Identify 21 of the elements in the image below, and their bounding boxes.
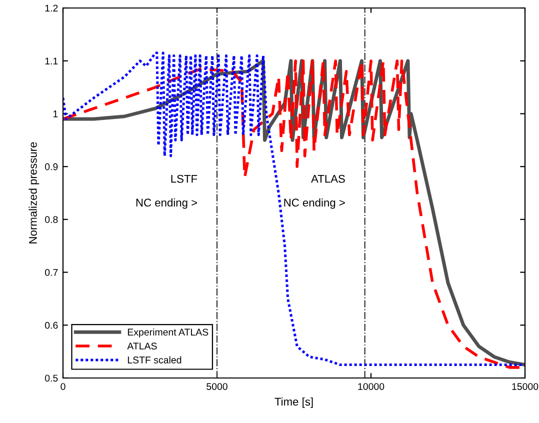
y-tick-label: 1.1 (45, 58, 58, 64)
y-axis-title: Normalized pressure (28, 142, 40, 244)
legend-label: Experiment ATLAS (128, 328, 208, 338)
y-tick-label: 0.8 (45, 216, 58, 224)
y-tick-label: 0.9 (45, 163, 58, 170)
x-tick-label: 0 (60, 383, 66, 390)
annotation: LSTF (171, 174, 198, 183)
x-axis-title: Time [s] (274, 397, 313, 408)
legend-label: LSTF scaled (128, 356, 182, 364)
x-tick-label: 10000 (358, 383, 384, 390)
annotation: ATLAS (311, 174, 345, 183)
y-tick-label: 0.7 (45, 269, 58, 276)
annotation: NC ending > (284, 198, 345, 209)
annotation: NC ending > (136, 198, 198, 209)
y-tick-label: 0.6 (45, 322, 58, 329)
x-tick-label: 15000 (512, 383, 538, 390)
y-tick-label: 1 (53, 110, 58, 118)
y-tick-label: 0.5 (45, 374, 58, 382)
legend-label: ATLAS (127, 342, 157, 350)
y-tick-label: 1.2 (45, 4, 58, 12)
x-tick-label: 5000 (206, 383, 228, 390)
